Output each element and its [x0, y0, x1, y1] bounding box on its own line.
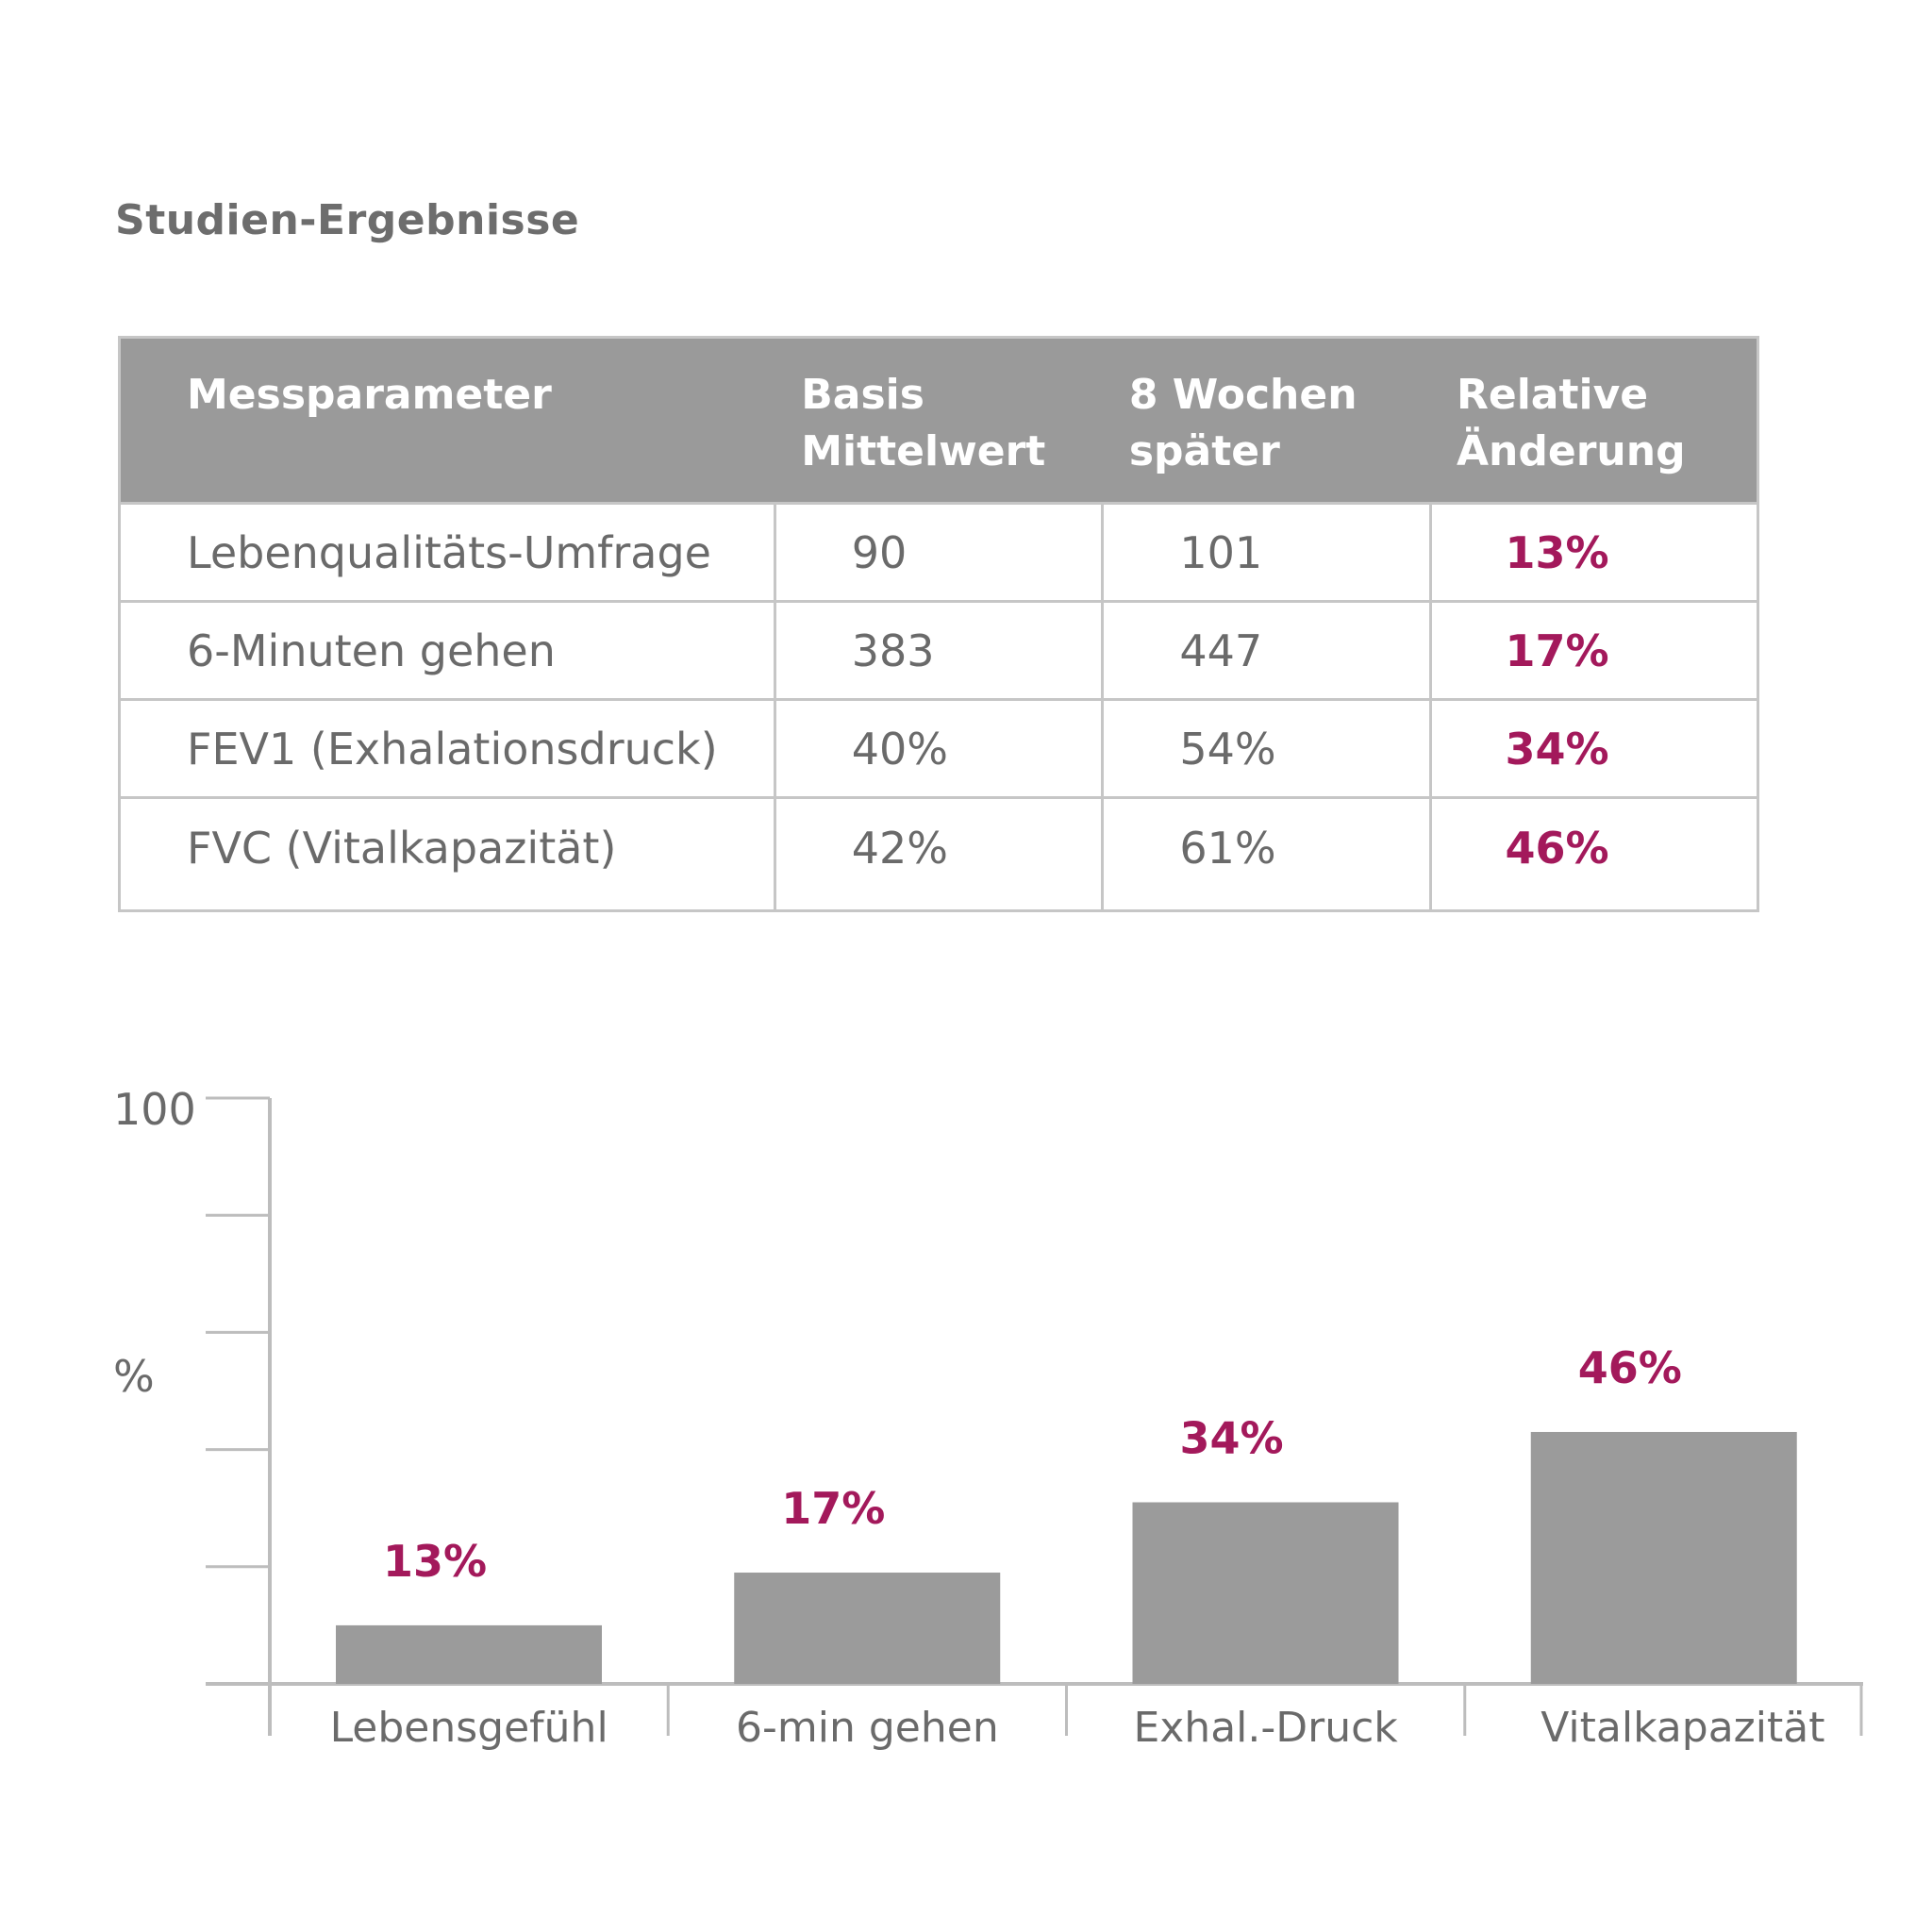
header-line: später — [1128, 427, 1280, 475]
x-tick-label: Lebensgefühl — [330, 1704, 608, 1752]
data-label: 46% — [1578, 1342, 1682, 1393]
data-label: 13% — [383, 1536, 487, 1587]
cell-relative-change: 17% — [1428, 600, 1759, 701]
cell-baseline: 90 — [773, 502, 1105, 603]
bar — [1530, 1431, 1797, 1684]
cell-baseline: 42% — [773, 796, 1105, 912]
cell-week8: 447 — [1101, 600, 1432, 701]
cell-week8: 101 — [1101, 502, 1432, 603]
section-title: Studien-Ergebnisse — [115, 196, 580, 244]
cell-week8: 54% — [1101, 698, 1432, 799]
header-relative-aenderung: Relative Änderung — [1430, 337, 1758, 504]
header-basis-mittelwert: Basis Mittelwert — [774, 337, 1103, 504]
cell-parameter: 6-Minuten gehen — [118, 600, 776, 701]
header-line: 8 Wochen — [1128, 371, 1357, 419]
header-8-wochen-spaeter: 8 Wochen später — [1102, 337, 1430, 504]
table-row: FEV1 (Exhalationsdruck) 40% 54% 34% — [118, 698, 1759, 799]
header-line: Basis — [801, 371, 924, 419]
table-row: 6-Minuten gehen 383 447 17% — [118, 600, 1759, 701]
table-row: FVC (Vitalkapazität) 42% 61% 46% — [118, 796, 1759, 912]
cell-baseline: 383 — [773, 600, 1105, 701]
table-row: Lebenqualitäts-Umfrage 90 101 13% — [118, 502, 1759, 603]
header-messparameter: Messparameter — [119, 337, 775, 504]
data-label: 17% — [781, 1483, 885, 1534]
header-line: Relative — [1457, 371, 1649, 419]
header-line: Messparameter — [187, 371, 552, 419]
bar — [1132, 1502, 1399, 1684]
table-header-row: Messparameter Basis Mittelwert 8 Wochen … — [119, 337, 1758, 504]
x-tick-label: 6-min gehen — [736, 1704, 999, 1752]
cell-relative-change: 13% — [1428, 502, 1759, 603]
header-line: Mittelwert — [801, 427, 1046, 475]
cell-week8: 61% — [1101, 796, 1432, 912]
cell-parameter: FVC (Vitalkapazität) — [118, 796, 776, 912]
x-tick-label: Vitalkapazität — [1541, 1704, 1824, 1752]
x-tick-label: Exhal.-Druck — [1133, 1704, 1398, 1752]
bar — [734, 1573, 1001, 1684]
cell-parameter: Lebenqualitäts-Umfrage — [118, 502, 776, 603]
cell-parameter: FEV1 (Exhalationsdruck) — [118, 698, 776, 799]
results-table: Messparameter Basis Mittelwert 8 Wochen … — [118, 336, 1759, 912]
data-label: 34% — [1179, 1412, 1283, 1463]
cell-relative-change: 46% — [1428, 796, 1759, 912]
cell-relative-change: 34% — [1428, 698, 1759, 799]
bar — [336, 1624, 602, 1684]
cell-baseline: 40% — [773, 698, 1105, 799]
header-line: Änderung — [1457, 427, 1686, 475]
y-tick-label: 100 — [113, 1084, 196, 1135]
y-axis-label: % — [113, 1351, 155, 1402]
